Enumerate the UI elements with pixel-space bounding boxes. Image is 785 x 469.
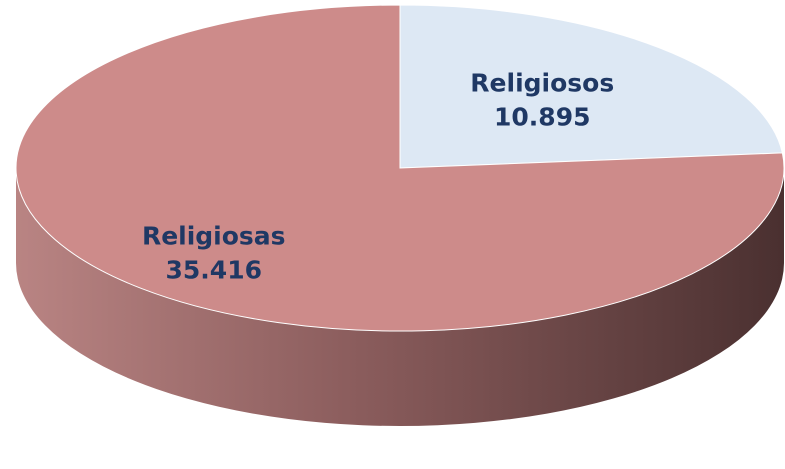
slice-label: Religiosos xyxy=(470,69,614,98)
slice-value-label: 10.895 xyxy=(494,103,590,132)
pie-side xyxy=(16,168,784,426)
pie-slice xyxy=(15,4,785,332)
slice-label: Religiosas xyxy=(142,222,286,251)
pie-slice xyxy=(399,4,783,169)
slice-value-label: 35.416 xyxy=(166,256,262,285)
